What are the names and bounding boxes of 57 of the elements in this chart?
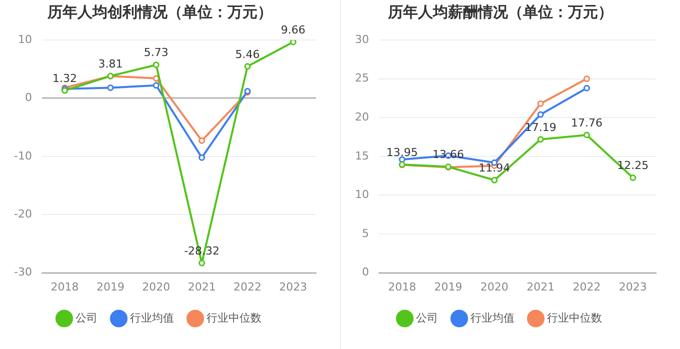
- point: [244, 63, 251, 70]
- y-tick-label: 5: [362, 226, 369, 240]
- point: [398, 156, 406, 163]
- data-label: 3.81: [98, 57, 123, 70]
- point: [537, 111, 544, 118]
- point: [152, 62, 160, 68]
- x-tick-label: 2021: [188, 280, 216, 294]
- x-tick-label: 2019: [96, 280, 124, 294]
- x-tick-label: 2023: [618, 280, 647, 294]
- point: [584, 132, 590, 138]
- x-tick-label: 2018: [388, 280, 416, 294]
- point: [491, 176, 498, 184]
- point: [584, 76, 590, 82]
- x-tick-label: 2018: [50, 280, 79, 294]
- data-label: 13.95: [386, 146, 418, 159]
- point: [537, 136, 544, 143]
- data-label: 17.76: [571, 116, 602, 130]
- x-tick-label: 2020: [142, 280, 170, 294]
- y-tick-label: -10: [14, 149, 32, 162]
- y-tick-label: 10: [18, 32, 32, 46]
- x-tick-label: 2022: [572, 280, 601, 294]
- point: [152, 75, 160, 82]
- point: [107, 84, 114, 91]
- legend-label: 公司: [75, 311, 98, 324]
- point: [290, 40, 296, 46]
- point: [198, 260, 206, 266]
- point: [537, 100, 544, 107]
- chart-title: 历年人均创利情况（单位：万元）: [46, 2, 272, 21]
- y-tick-label: 25: [354, 72, 369, 85]
- y-tick-label: 10: [354, 188, 369, 202]
- legend-label: 行业中位数: [206, 311, 262, 324]
- data-label: 1.32: [52, 72, 78, 85]
- y-tick-label: 0: [362, 266, 369, 279]
- chart-title: 历年人均薪酬情况（单位：万元）: [387, 2, 613, 21]
- point: [198, 137, 206, 144]
- x-tick-label: 2021: [526, 280, 555, 294]
- legend-label: 行业中位数: [546, 311, 602, 324]
- x-tick-label: 2020: [480, 280, 508, 294]
- point: [152, 82, 160, 89]
- data-label: 5.73: [144, 46, 168, 60]
- point: [630, 174, 636, 181]
- legend-label: 行业均值: [470, 311, 514, 324]
- x-tick-label: 2023: [279, 280, 308, 294]
- data-label: 5.46: [235, 48, 260, 61]
- data-label: 9.66: [280, 23, 306, 36]
- x-tick-label: 2019: [434, 280, 462, 294]
- y-tick-label: 0: [24, 91, 32, 104]
- point: [584, 84, 590, 92]
- y-tick-label: 15: [354, 149, 369, 162]
- legend-label: 行业均值: [130, 311, 174, 324]
- x-tick-label: 2022: [233, 280, 262, 294]
- y-tick-label: -30: [14, 266, 32, 279]
- y-tick-label: -20: [14, 207, 32, 220]
- y-tick-label: 30: [354, 32, 369, 46]
- y-tick-label: 20: [354, 110, 369, 124]
- legend-label: 公司: [416, 311, 438, 324]
- point: [198, 154, 206, 161]
